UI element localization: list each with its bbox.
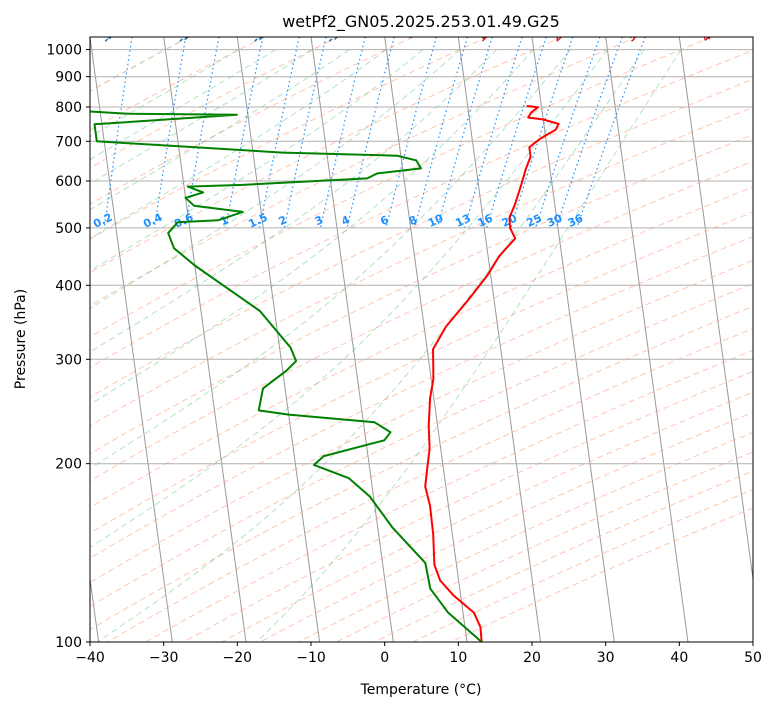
moist-adiabat-line xyxy=(90,49,240,138)
isotherm-line xyxy=(90,37,173,642)
chart-title: wetPf2_GN05.2025.253.01.49.G25 xyxy=(282,12,560,32)
x-tick-label: 20 xyxy=(523,650,541,666)
dry-adiabat-label: -10 xyxy=(324,23,347,46)
dry-adiabat-label: 0 xyxy=(403,27,418,42)
x-tick-label: −10 xyxy=(296,650,326,666)
isotherm-line xyxy=(163,37,247,642)
y-tick-label: 1000 xyxy=(46,43,82,59)
dry-adiabat-label: -20 xyxy=(249,23,272,46)
moist-adiabat-line xyxy=(90,49,350,211)
y-tick-label: 300 xyxy=(55,352,82,368)
mixing-ratio-label: 36 xyxy=(566,211,586,229)
dry-adiabat-line xyxy=(90,37,563,274)
moist-adiabat-line xyxy=(90,49,498,353)
x-tick-label: 0 xyxy=(380,650,389,666)
x-tick-label: −20 xyxy=(223,650,253,666)
mixing-ratio-line xyxy=(486,37,547,229)
dry-adiabat-line xyxy=(90,37,264,131)
moist-adiabat-line xyxy=(90,49,571,470)
moist-adiabat-line xyxy=(90,49,387,240)
mixing-ratio-line xyxy=(464,37,523,229)
dewpoint-profile-line xyxy=(90,110,483,642)
isotherm-line xyxy=(236,37,321,642)
y-tick-label: 100 xyxy=(55,635,82,651)
moist-adiabat-line xyxy=(90,49,461,309)
mixing-ratio-label: 25 xyxy=(524,212,543,230)
dry-adiabat-line xyxy=(90,37,638,306)
dry-adiabat-line xyxy=(90,37,339,169)
dry-adiabat-line xyxy=(90,259,753,584)
mixing-ratio-line xyxy=(103,37,133,228)
pressure-gridlines xyxy=(90,49,753,642)
mixing-ratio-label: 10 xyxy=(426,211,446,229)
y-tick-label: 800 xyxy=(55,100,82,116)
profile-series xyxy=(90,105,560,642)
moist-adiabat-line xyxy=(90,49,313,185)
temperature-profile-line xyxy=(424,105,560,642)
y-tick-label: 200 xyxy=(55,457,82,473)
mixing-ratio-label: 30 xyxy=(545,211,565,229)
dry-adiabat-line xyxy=(90,283,753,608)
dry-adiabat-line xyxy=(221,391,753,642)
y-axis-label: Pressure (hPa) xyxy=(13,289,29,389)
mixing-ratio-label: 13 xyxy=(453,212,472,230)
mixing-ratio-label: 16 xyxy=(476,211,496,229)
dry-adiabat-line xyxy=(107,327,753,642)
isotherm-line xyxy=(457,37,542,642)
mixing-ratio-line xyxy=(153,37,187,228)
x-tick-label: 40 xyxy=(670,650,688,666)
dry-adiabat-line xyxy=(90,49,753,369)
dry-adiabat-label: -30 xyxy=(175,23,198,46)
mixing-ratio-line xyxy=(385,37,437,229)
x-tick-label: 30 xyxy=(597,650,615,666)
x-axis-ticks: −40 −30 −20 −10 0 10 20 30 40 50 xyxy=(75,642,762,666)
dry-adiabat-line xyxy=(90,106,753,427)
mixing-ratio-line xyxy=(413,37,469,229)
y-axis-ticks: 100 200 300 400 500 600 700 800 900 1000 xyxy=(46,43,90,651)
dry-adiabat-line xyxy=(90,78,753,398)
moist-adiabat-line xyxy=(90,49,277,161)
background-lines xyxy=(90,37,753,642)
mixing-ratio-line xyxy=(184,37,220,228)
y-tick-label: 500 xyxy=(55,221,82,237)
dry-adiabat-line xyxy=(90,37,712,338)
isotherm-line xyxy=(678,37,753,583)
dry-adiabat-label: 10 xyxy=(475,24,495,44)
isotherm-line xyxy=(384,37,468,642)
x-tick-label: 10 xyxy=(449,650,467,666)
plot-frame xyxy=(89,36,754,643)
x-axis-label: Temperature (°C) xyxy=(360,682,482,698)
dry-adiabat-label: 30 xyxy=(625,24,645,44)
y-tick-label: 900 xyxy=(55,70,82,86)
x-tick-label: −30 xyxy=(149,650,179,666)
y-tick-label: 700 xyxy=(55,134,82,150)
dry-adiabat-label: 40 xyxy=(699,24,719,44)
x-tick-label: 50 xyxy=(744,650,762,666)
moist-adiabat-line xyxy=(97,49,645,642)
dry-adiabat-line xyxy=(90,186,753,508)
plot-background xyxy=(90,37,753,642)
mixing-ratio-line xyxy=(436,37,493,229)
dry-adiabat-line xyxy=(145,349,753,642)
dry-adiabat-line xyxy=(90,134,753,455)
dry-adiabat-line xyxy=(90,37,488,240)
moist-adiabat-line xyxy=(256,49,682,642)
mixing-ratio-line xyxy=(510,37,574,229)
dry-adiabat-line xyxy=(90,160,753,482)
moist-adiabat-line xyxy=(90,49,608,549)
y-tick-label: 400 xyxy=(55,278,82,294)
x-tick-label: −40 xyxy=(75,650,105,666)
dry-adiabat-label: -40 xyxy=(100,23,123,46)
y-tick-label: 600 xyxy=(55,174,82,190)
dry-adiabat-label: 20 xyxy=(550,24,570,44)
